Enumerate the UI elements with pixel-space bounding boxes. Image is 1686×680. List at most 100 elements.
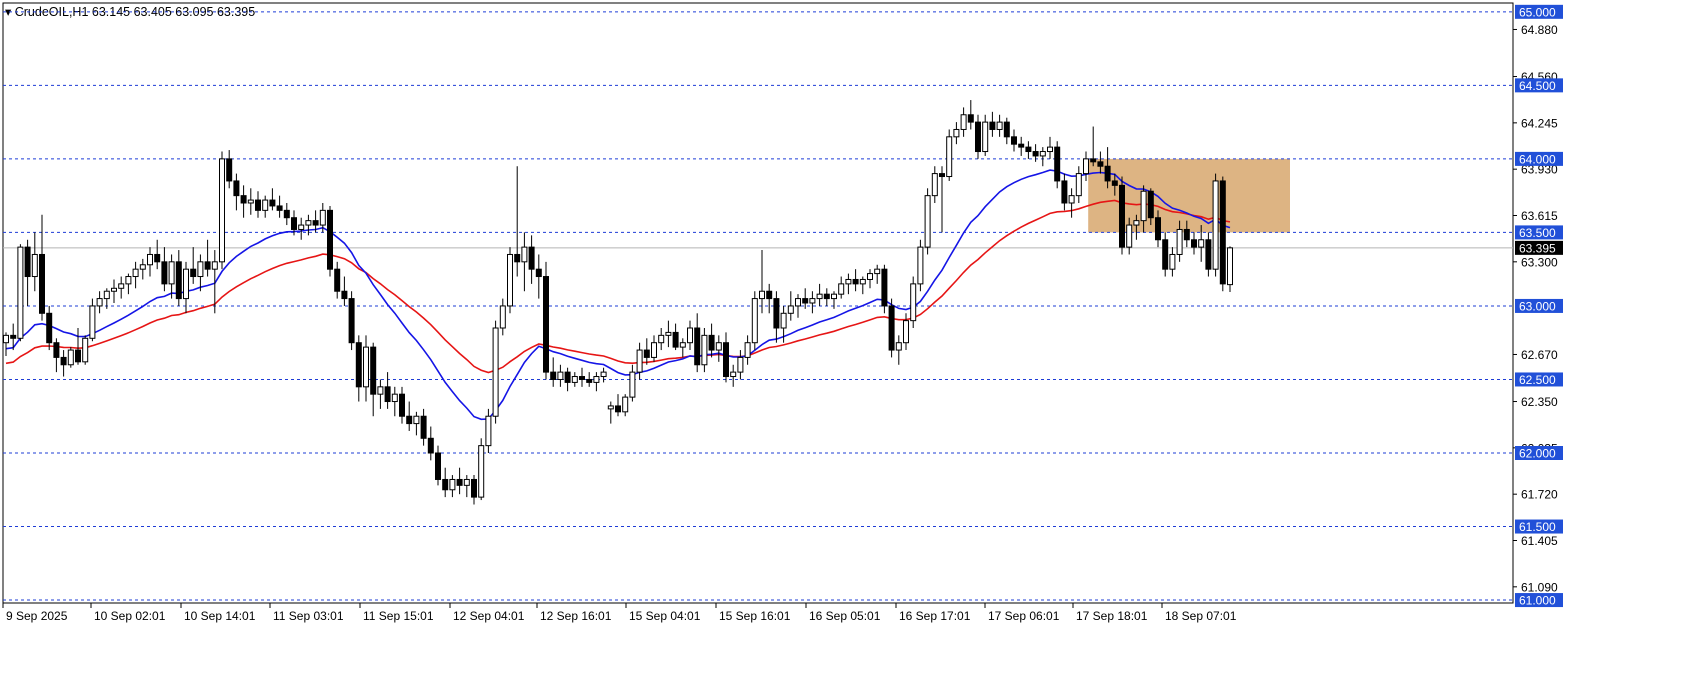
candle-body[interactable]	[528, 246, 535, 270]
candle-body[interactable]	[384, 386, 391, 403]
candle-body[interactable]	[255, 199, 261, 211]
candle-body[interactable]	[910, 283, 917, 322]
candle-body[interactable]	[939, 173, 945, 178]
candle-body[interactable]	[334, 268, 341, 292]
candle-body[interactable]	[377, 386, 384, 395]
candle-body[interactable]	[413, 415, 420, 425]
candle-body[interactable]	[766, 290, 773, 300]
candle-body[interactable]	[147, 253, 153, 266]
candle-body[interactable]	[449, 478, 456, 491]
candle-body[interactable]	[543, 276, 549, 373]
candle-body[interactable]	[831, 293, 837, 300]
candle-body[interactable]	[139, 264, 146, 270]
candle-body[interactable]	[341, 290, 348, 300]
candle-body[interactable]	[233, 180, 240, 197]
candle-body[interactable]	[514, 253, 521, 263]
candle-body[interactable]	[1104, 165, 1111, 182]
candle-body[interactable]	[694, 327, 701, 366]
candle-body[interactable]	[607, 405, 614, 410]
candle-body[interactable]	[298, 224, 305, 230]
candle-body[interactable]	[615, 405, 621, 413]
candle-body[interactable]	[1183, 228, 1190, 241]
candle-body[interactable]	[312, 220, 319, 226]
candle-body[interactable]	[917, 246, 924, 285]
candle-body[interactable]	[463, 478, 470, 486]
candle-body[interactable]	[751, 298, 758, 344]
candle-body[interactable]	[3, 334, 9, 344]
candle-body[interactable]	[651, 342, 657, 358]
candle-body[interactable]	[550, 371, 557, 380]
candle-body[interactable]	[125, 276, 132, 285]
candle-body[interactable]	[319, 209, 326, 226]
candle-body[interactable]	[370, 346, 377, 395]
candle-body[interactable]	[975, 121, 981, 153]
candle-body[interactable]	[75, 349, 81, 363]
candle-body[interactable]	[276, 205, 283, 211]
candle-body[interactable]	[247, 199, 254, 204]
candle-body[interactable]	[1147, 190, 1154, 219]
candle-body[interactable]	[154, 253, 161, 263]
candle-body[interactable]	[10, 334, 17, 339]
candle-body[interactable]	[1176, 228, 1183, 255]
candle-body[interactable]	[593, 376, 600, 383]
candle-body[interactable]	[39, 253, 45, 314]
candle-body[interactable]	[391, 393, 398, 403]
candle-body[interactable]	[53, 342, 60, 358]
candle-body[interactable]	[586, 378, 593, 383]
candle-body[interactable]	[629, 371, 636, 398]
candle-body[interactable]	[1097, 161, 1104, 167]
candle-body[interactable]	[665, 331, 672, 336]
candle-body[interactable]	[211, 261, 218, 270]
candle-body[interactable]	[823, 293, 830, 300]
candle-body[interactable]	[982, 121, 989, 153]
candle-body[interactable]	[485, 415, 492, 447]
candle-body[interactable]	[262, 199, 269, 211]
candle-body[interactable]	[845, 278, 852, 285]
candle-body[interactable]	[204, 261, 211, 270]
candle-body[interactable]	[564, 371, 571, 383]
candle-body[interactable]	[399, 393, 405, 417]
candle-body[interactable]	[283, 209, 290, 219]
candle-body[interactable]	[31, 253, 38, 278]
candle-body[interactable]	[89, 305, 96, 339]
candle-body[interactable]	[46, 312, 53, 344]
candle-body[interactable]	[658, 334, 665, 344]
candle-body[interactable]	[1018, 143, 1025, 148]
candle-body[interactable]	[622, 396, 629, 413]
candle-body[interactable]	[1068, 195, 1075, 204]
candle-body[interactable]	[175, 261, 182, 300]
candle-body[interactable]	[435, 452, 441, 480]
candle-body[interactable]	[420, 415, 427, 439]
candle-body[interactable]	[874, 268, 881, 275]
candle-body[interactable]	[715, 342, 722, 351]
candle-body[interactable]	[931, 173, 938, 197]
candle-body[interactable]	[240, 195, 247, 204]
candle-body[interactable]	[708, 334, 715, 351]
candle-body[interactable]	[903, 320, 909, 344]
candle-body[interactable]	[1039, 151, 1046, 157]
candle-body[interactable]	[1140, 190, 1147, 222]
candle-body[interactable]	[190, 268, 197, 278]
candle-body[interactable]	[406, 415, 413, 425]
candle-body[interactable]	[996, 121, 1003, 130]
candle-body[interactable]	[852, 278, 859, 285]
candle-body[interactable]	[1227, 247, 1233, 286]
candle-body[interactable]	[1205, 239, 1212, 270]
candle-body[interactable]	[183, 268, 189, 300]
candle-body[interactable]	[701, 334, 708, 366]
candle-body[interactable]	[348, 298, 355, 344]
candle-body[interactable]	[1219, 180, 1226, 285]
candle-body[interactable]	[759, 290, 765, 300]
candle-body[interactable]	[111, 287, 117, 292]
candle-body[interactable]	[773, 298, 780, 329]
candle-body[interactable]	[672, 331, 679, 348]
candle-body[interactable]	[1003, 121, 1010, 138]
candle-body[interactable]	[521, 246, 528, 263]
candle-body[interactable]	[795, 298, 801, 307]
candle-body[interactable]	[579, 376, 585, 380]
candle-body[interactable]	[946, 136, 953, 178]
candle-body[interactable]	[744, 342, 751, 358]
candle-body[interactable]	[924, 195, 931, 248]
candle-body[interactable]	[888, 305, 895, 351]
